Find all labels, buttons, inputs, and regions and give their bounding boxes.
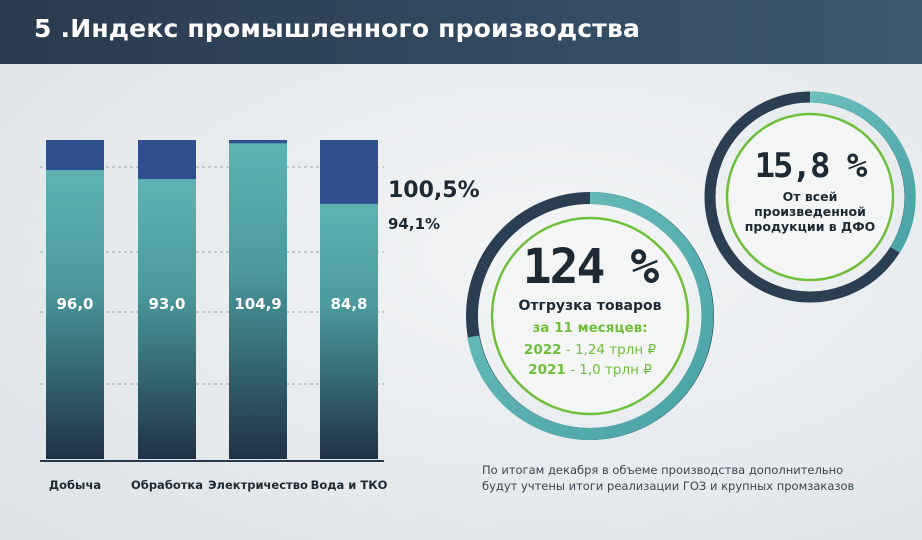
reference-label-primary: 100,5% — [388, 178, 480, 203]
bar-0 — [46, 170, 104, 459]
shipment-info: 124 % Отгрузка товаров за 11 месяцев: 20… — [500, 242, 680, 378]
shipment-period: за 11 месяцев: — [532, 320, 648, 336]
production-index-chart: 96,0 93,0 104,9 84,8 100,5% 94,1% Добыча Обр… — [40, 91, 916, 492]
share-ring — [704, 91, 916, 303]
shipment-2021: 2021 - 1,0 трлн ₽ — [500, 362, 680, 378]
page-title: 5 .Индекс промышленного производства — [34, 14, 641, 43]
share-line-3: продукции в ДФО — [744, 219, 876, 234]
bar-value-label-3: 84,8 — [330, 295, 367, 313]
category-label-0: Добыча — [49, 478, 101, 492]
share-info: 15,8 % От всей произведенной продукции в… — [735, 147, 885, 234]
share-line-2: произведенной — [754, 204, 866, 219]
footnote-line-1: По итогам декабря в объеме производства … — [482, 463, 844, 477]
bar-2 — [229, 143, 287, 460]
shipment-2022-year: 2022 — [523, 342, 562, 358]
reference-label-secondary: 94,1% — [388, 215, 440, 233]
bar-1 — [138, 179, 196, 459]
category-label-3: Вода и ТКО — [311, 478, 388, 492]
shipment-2022-value: - 1,24 трлн ₽ — [561, 342, 657, 358]
shipment-percent: 124 % — [522, 239, 660, 295]
shipment-2021-year: 2021 — [528, 362, 566, 378]
shipment-ring — [466, 192, 714, 440]
shipment-2021-value: - 1,0 трлн ₽ — [565, 362, 652, 378]
share-line-1: От всей — [782, 189, 838, 204]
share-ring-inner — [725, 112, 895, 282]
bars-group: 96,0 93,0 104,9 84,8 — [46, 140, 378, 460]
share-percent: 15,8 % — [754, 146, 868, 186]
category-labels: Добыча Обработка Электричество Вода и ТКО — [49, 478, 388, 492]
bar-3 — [320, 203, 378, 459]
category-label-2: Электричество — [208, 478, 308, 492]
shipment-label: Отгрузка товаров — [518, 298, 662, 314]
header-bar: 5 .Индекс промышленного производства — [0, 0, 922, 64]
bar-value-label-0: 96,0 — [56, 295, 93, 313]
shipment-ring-arc — [467, 192, 714, 440]
bar-value-label-2: 104,9 — [234, 295, 281, 313]
bar-value-label-1: 93,0 — [148, 295, 185, 313]
category-label-1: Обработка — [131, 478, 203, 492]
footnote: По итогам декабря в объеме производства … — [482, 462, 902, 494]
share-ring-arc — [809, 91, 916, 253]
footnote-line-2: будут учтены итоги реализации ГОЗ и круп… — [482, 479, 855, 493]
shipment-ring-inner — [490, 216, 690, 416]
shipment-2022: 2022 - 1,24 трлн ₽ — [500, 342, 680, 358]
